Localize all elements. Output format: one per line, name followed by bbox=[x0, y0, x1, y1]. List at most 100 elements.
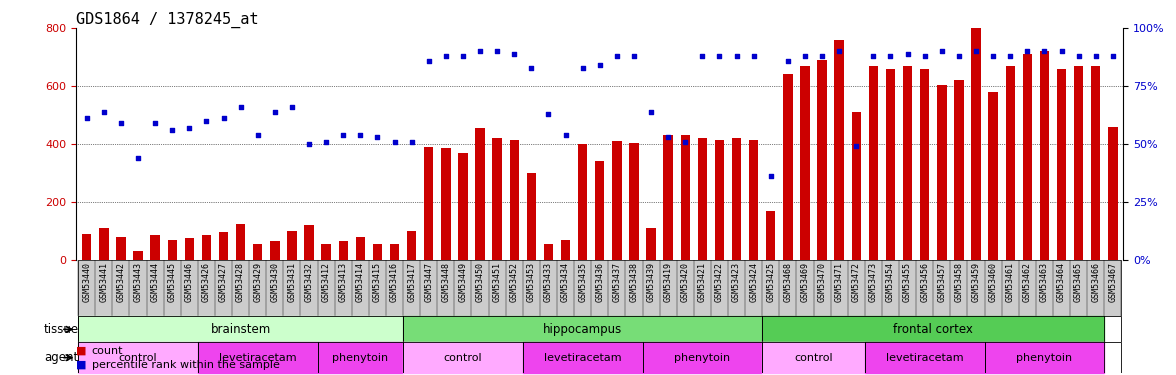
Text: ■: ■ bbox=[76, 360, 87, 369]
Bar bbox=[78, 342, 198, 373]
Point bbox=[573, 64, 592, 70]
Point bbox=[300, 141, 319, 147]
Bar bbox=[749, 140, 759, 260]
Bar bbox=[355, 237, 365, 260]
Text: hippocampus: hippocampus bbox=[543, 323, 622, 336]
Point bbox=[1001, 53, 1020, 59]
Text: GSM53446: GSM53446 bbox=[185, 261, 194, 302]
Bar bbox=[301, 260, 318, 316]
Point bbox=[198, 118, 216, 124]
Point bbox=[454, 53, 473, 59]
Text: GSM53420: GSM53420 bbox=[681, 261, 690, 302]
Text: GSM53456: GSM53456 bbox=[920, 261, 929, 302]
Bar bbox=[147, 260, 163, 316]
Point bbox=[316, 139, 335, 145]
Bar bbox=[1002, 260, 1018, 316]
Point bbox=[915, 53, 934, 59]
Bar bbox=[425, 147, 434, 260]
Bar bbox=[864, 342, 984, 373]
Bar bbox=[318, 342, 403, 373]
Bar bbox=[287, 231, 296, 260]
Bar bbox=[181, 260, 198, 316]
Point bbox=[488, 48, 507, 54]
Point bbox=[94, 108, 113, 114]
Bar bbox=[403, 316, 762, 342]
Bar bbox=[557, 260, 574, 316]
Point bbox=[556, 132, 575, 138]
Bar bbox=[441, 148, 450, 260]
Text: control: control bbox=[443, 352, 482, 363]
Point bbox=[1018, 48, 1037, 54]
Bar bbox=[728, 260, 746, 316]
Text: brainstem: brainstem bbox=[211, 323, 270, 336]
Point bbox=[402, 139, 421, 145]
Point bbox=[796, 53, 815, 59]
Bar bbox=[283, 260, 301, 316]
Bar bbox=[352, 260, 369, 316]
Text: GSM53438: GSM53438 bbox=[629, 261, 639, 302]
Point bbox=[864, 53, 883, 59]
Bar bbox=[1091, 66, 1101, 260]
Point bbox=[1035, 48, 1054, 54]
Bar bbox=[577, 144, 587, 260]
Bar bbox=[113, 260, 129, 316]
Point bbox=[898, 51, 917, 57]
Bar bbox=[1040, 51, 1049, 260]
Text: GSM53413: GSM53413 bbox=[339, 261, 348, 302]
Bar bbox=[886, 69, 895, 260]
Point bbox=[813, 53, 831, 59]
Bar bbox=[626, 260, 642, 316]
Bar bbox=[984, 342, 1104, 373]
Point bbox=[282, 104, 301, 110]
Text: GSM53431: GSM53431 bbox=[287, 261, 296, 302]
Text: GSM53445: GSM53445 bbox=[168, 261, 176, 302]
Text: levetiracetam: levetiracetam bbox=[219, 352, 296, 363]
Text: agent: agent bbox=[44, 351, 78, 364]
Text: GSM53440: GSM53440 bbox=[82, 261, 92, 302]
Point bbox=[881, 53, 900, 59]
Point bbox=[1103, 53, 1122, 59]
Point bbox=[727, 53, 746, 59]
Point bbox=[761, 173, 780, 179]
Point bbox=[522, 64, 541, 70]
Bar bbox=[1018, 260, 1036, 316]
Point bbox=[368, 134, 387, 140]
Bar bbox=[715, 140, 724, 260]
Bar bbox=[459, 153, 468, 260]
Bar bbox=[830, 260, 848, 316]
Text: GSM53460: GSM53460 bbox=[989, 261, 997, 302]
Bar bbox=[663, 135, 673, 260]
Text: GSM53435: GSM53435 bbox=[579, 261, 587, 302]
Bar bbox=[954, 80, 963, 260]
Bar bbox=[163, 260, 181, 316]
Text: GSM53427: GSM53427 bbox=[219, 261, 228, 302]
Bar bbox=[527, 173, 536, 260]
Bar bbox=[971, 16, 981, 260]
Bar bbox=[389, 244, 399, 260]
Bar bbox=[642, 260, 660, 316]
Bar bbox=[437, 260, 454, 316]
Bar bbox=[746, 260, 762, 316]
Text: GSM53471: GSM53471 bbox=[835, 261, 843, 302]
Bar bbox=[762, 260, 780, 316]
Text: GSM53421: GSM53421 bbox=[697, 261, 707, 302]
Bar bbox=[1074, 66, 1083, 260]
Bar bbox=[215, 260, 232, 316]
Bar bbox=[407, 231, 416, 260]
Text: GSM53450: GSM53450 bbox=[475, 261, 485, 302]
Bar bbox=[968, 260, 984, 316]
Bar bbox=[984, 260, 1002, 316]
Bar bbox=[116, 237, 126, 260]
Point bbox=[624, 53, 643, 59]
Point bbox=[334, 132, 353, 138]
Bar bbox=[129, 260, 147, 316]
Bar bbox=[540, 260, 557, 316]
Bar bbox=[592, 260, 608, 316]
Text: phenytoin: phenytoin bbox=[333, 352, 388, 363]
Point bbox=[693, 53, 711, 59]
Bar bbox=[762, 342, 864, 373]
Text: GSM53454: GSM53454 bbox=[886, 261, 895, 302]
Text: GSM53451: GSM53451 bbox=[493, 261, 502, 302]
Text: GSM53439: GSM53439 bbox=[647, 261, 655, 302]
Bar bbox=[472, 260, 488, 316]
